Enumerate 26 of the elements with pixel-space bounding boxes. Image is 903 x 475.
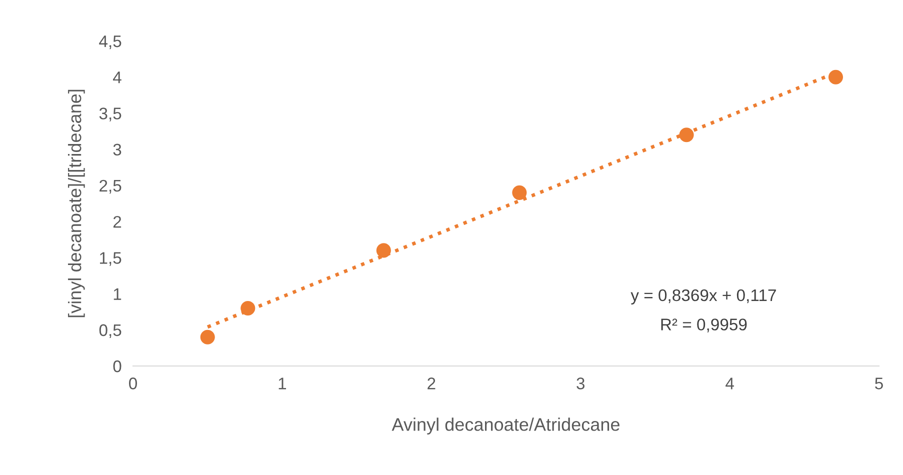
point bbox=[679, 128, 694, 142]
point bbox=[240, 300, 256, 316]
y-tick-label: 1 bbox=[114, 288, 122, 300]
x-tick-label: 0 bbox=[129, 378, 137, 390]
x-tick-label: 2 bbox=[428, 378, 436, 390]
point bbox=[200, 330, 215, 344]
y-axis-title: [vinyl decanoate]/[[tridecane] bbox=[68, 90, 85, 318]
x-tick-label: 3 bbox=[576, 378, 584, 390]
point bbox=[828, 70, 844, 84]
point bbox=[512, 185, 527, 200]
y-tick-label: 4 bbox=[113, 72, 122, 84]
y-tick-label: 3,5 bbox=[99, 108, 122, 122]
y-tick-label: 3 bbox=[113, 144, 122, 156]
x-tick-label: 4 bbox=[726, 378, 734, 390]
annotation: R² = 0,9959 bbox=[661, 318, 747, 332]
y-tick-label: 4,5 bbox=[99, 36, 122, 50]
y-tick-label: 2 bbox=[113, 216, 122, 228]
y-tick-label: 1,5 bbox=[100, 252, 122, 266]
y-tick-label: 0,5 bbox=[99, 324, 122, 338]
x-tick-label: 1 bbox=[278, 378, 286, 390]
y-tick-label: 2,5 bbox=[100, 180, 122, 194]
point bbox=[376, 243, 391, 258]
annotation: y = 0,8369x + 0,117 bbox=[630, 289, 776, 304]
y-tick-label: 0 bbox=[113, 360, 122, 372]
x-axis-title: Avinyl decanoate/Atridecane bbox=[392, 418, 620, 434]
x-tick-label: 5 bbox=[875, 378, 883, 390]
